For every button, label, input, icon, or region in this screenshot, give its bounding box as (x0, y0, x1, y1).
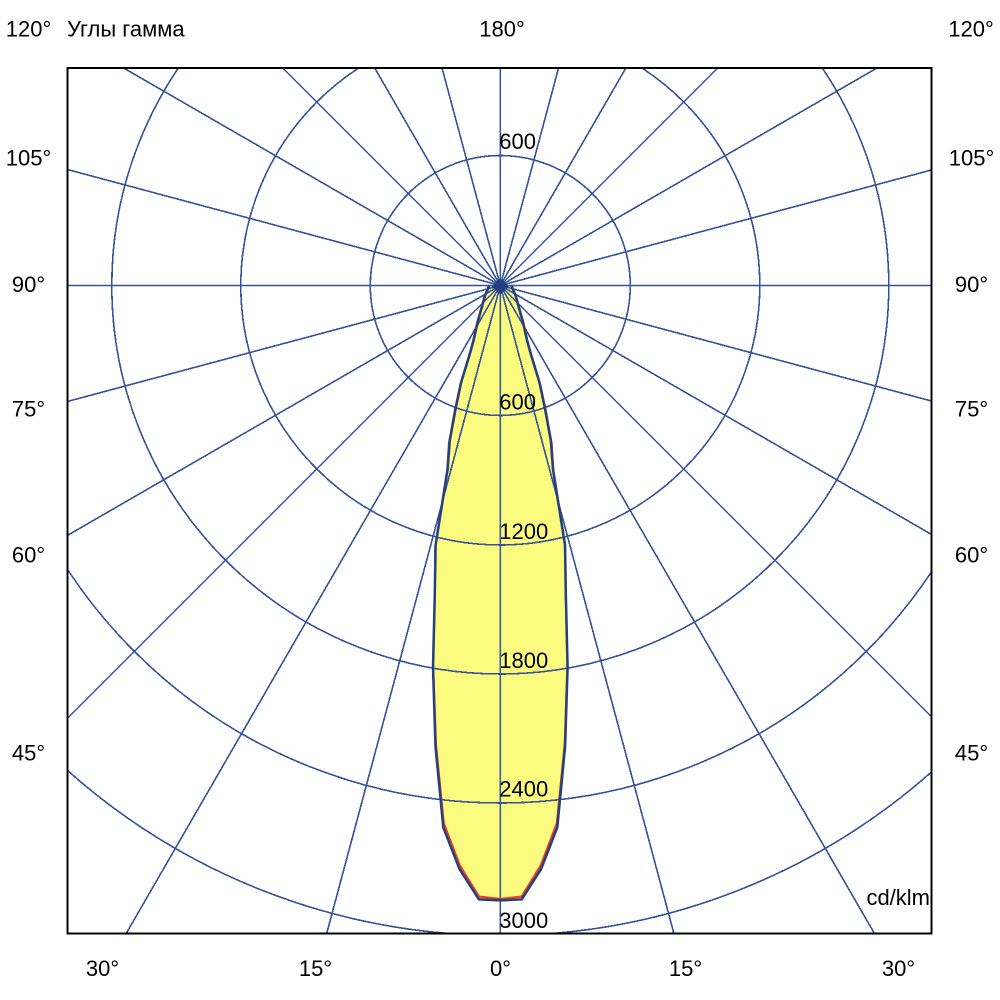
svg-text:1800: 1800 (499, 648, 548, 673)
svg-text:120°: 120° (948, 17, 994, 42)
svg-text:60°: 60° (955, 543, 988, 568)
svg-text:45°: 45° (955, 741, 988, 766)
svg-text:90°: 90° (12, 272, 45, 297)
svg-text:75°: 75° (955, 397, 988, 422)
svg-text:2400: 2400 (499, 777, 548, 802)
svg-text:0°: 0° (490, 956, 511, 981)
svg-text:3000: 3000 (499, 908, 548, 933)
svg-text:cd/klm: cd/klm (866, 885, 930, 910)
svg-text:60°: 60° (12, 543, 45, 568)
svg-text:90°: 90° (955, 272, 988, 297)
svg-text:600: 600 (499, 390, 536, 415)
svg-text:105°: 105° (6, 146, 52, 171)
svg-text:600: 600 (499, 129, 536, 154)
svg-text:120°: 120° (6, 17, 52, 42)
svg-text:180°: 180° (479, 17, 525, 42)
svg-text:15°: 15° (669, 956, 702, 981)
svg-text:45°: 45° (12, 741, 45, 766)
svg-text:1200: 1200 (499, 519, 548, 544)
svg-text:105°: 105° (949, 146, 995, 171)
svg-text:30°: 30° (882, 956, 915, 981)
svg-text:30°: 30° (86, 956, 119, 981)
svg-text:15°: 15° (299, 956, 332, 981)
svg-text:Углы гамма: Углы гамма (67, 17, 185, 42)
svg-text:75°: 75° (12, 397, 45, 422)
